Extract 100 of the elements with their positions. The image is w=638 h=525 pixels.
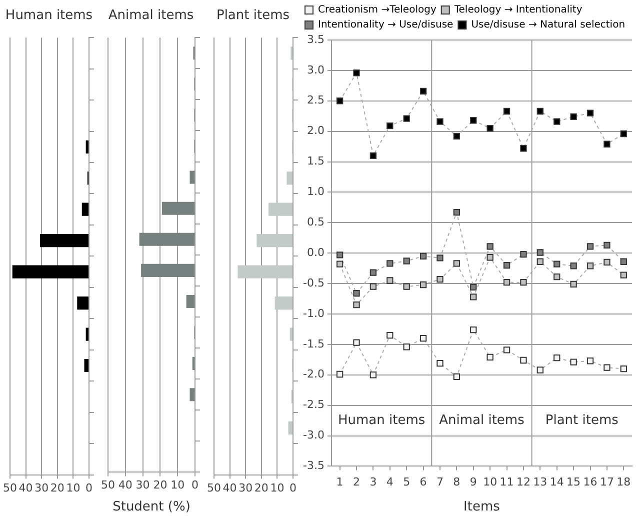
point	[620, 365, 627, 372]
bar	[290, 328, 292, 341]
y-tick-label: 0.5	[306, 216, 324, 229]
chart-title: Plant items	[216, 8, 290, 24]
x-tick-label: 0	[290, 481, 296, 494]
x-tick-label: 40	[18, 481, 33, 494]
point	[586, 110, 594, 116]
point	[503, 278, 510, 286]
legend-label: Creationism →Teleology	[318, 4, 436, 16]
point	[520, 278, 527, 286]
x-tick-label: 30	[238, 481, 253, 494]
bar	[141, 264, 194, 277]
bar	[162, 202, 194, 215]
bar	[190, 388, 194, 402]
point	[420, 335, 427, 342]
point	[336, 260, 344, 268]
point	[586, 262, 594, 270]
legend-label: Intentionality → Use/disuse	[318, 20, 454, 31]
x-tick-label: 6	[420, 476, 427, 489]
point	[436, 254, 444, 262]
bar	[84, 358, 88, 372]
bar	[139, 232, 194, 246]
x-tick-label: 20	[254, 481, 268, 494]
point	[486, 124, 494, 132]
point	[620, 130, 627, 138]
chart-title: Human items	[5, 8, 93, 24]
point	[604, 242, 610, 249]
y-tick-label: -1.5	[302, 337, 324, 350]
point	[336, 370, 344, 378]
point	[336, 98, 344, 104]
point	[554, 260, 560, 268]
bar	[238, 265, 292, 278]
x-axis-title: Student (%)	[112, 500, 190, 515]
point	[486, 254, 494, 261]
point	[536, 258, 544, 265]
point	[520, 145, 527, 152]
x-tick-label: 5	[403, 476, 410, 489]
x-tick-label: 30	[136, 478, 150, 492]
point	[370, 372, 377, 378]
bar	[286, 172, 292, 185]
point	[520, 356, 527, 364]
point	[386, 260, 394, 267]
point	[453, 260, 460, 267]
point	[436, 360, 444, 367]
x-tick-label: 17	[600, 476, 614, 489]
point	[353, 290, 360, 297]
y-tick-label: 2.5	[306, 94, 324, 107]
point	[353, 302, 360, 308]
point	[370, 152, 377, 160]
point	[554, 118, 560, 125]
point	[386, 332, 394, 339]
x-tick-label: 40	[118, 478, 132, 492]
x-tick-label: 7	[436, 476, 444, 489]
point	[403, 283, 410, 290]
point	[453, 132, 460, 140]
legend-label: Use/disuse → Natural selection	[471, 20, 626, 31]
bar	[274, 296, 292, 310]
point	[503, 262, 510, 269]
point	[554, 354, 560, 362]
y-tick-label: 1.5	[306, 154, 324, 168]
x-tick-label: 9	[470, 476, 477, 489]
x-tick-label: 10	[66, 481, 80, 494]
x-axis-title: Items	[464, 500, 500, 515]
bar	[86, 140, 88, 154]
point	[620, 258, 627, 265]
bar	[77, 296, 88, 310]
x-tick-label: 10	[270, 481, 284, 494]
point	[420, 252, 427, 260]
x-tick-label: 30	[34, 481, 49, 494]
x-tick-label: 10	[483, 476, 498, 489]
y-tick-label: 3.0	[306, 63, 324, 76]
point	[386, 122, 394, 130]
point	[436, 118, 444, 125]
x-tick-label: 50	[207, 481, 221, 494]
point	[470, 284, 477, 291]
point	[604, 140, 610, 148]
point	[536, 366, 544, 374]
point	[403, 344, 410, 350]
bar	[12, 265, 88, 278]
point	[470, 117, 477, 124]
point	[370, 283, 377, 290]
x-tick-label: 18	[616, 476, 631, 489]
point	[503, 346, 510, 354]
point	[453, 208, 460, 216]
y-tick-label: 2.0	[306, 124, 324, 138]
y-tick-label: -0.5	[302, 276, 324, 290]
bar	[268, 202, 292, 216]
bar	[190, 170, 194, 184]
bar	[186, 294, 194, 308]
x-tick-label: 13	[533, 476, 548, 489]
point	[486, 243, 494, 250]
point	[403, 258, 410, 264]
x-tick-label: 0	[192, 478, 198, 492]
y-tick-label: 0.0	[306, 246, 324, 259]
point	[436, 276, 444, 283]
point	[604, 364, 610, 371]
x-tick-label: 50	[3, 481, 17, 494]
x-tick-label: 20	[50, 481, 64, 494]
y-tick-label: -2.5	[302, 398, 324, 412]
point	[370, 269, 377, 276]
